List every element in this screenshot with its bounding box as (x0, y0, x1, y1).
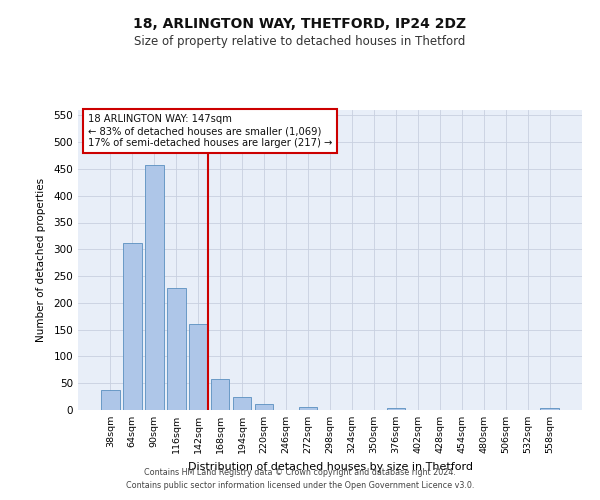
Text: Contains HM Land Registry data © Crown copyright and database right 2024.: Contains HM Land Registry data © Crown c… (144, 468, 456, 477)
Bar (233, 396, 251, 410)
Bar (123, 244, 142, 410)
Bar (189, 324, 208, 410)
Text: Contains public sector information licensed under the Open Government Licence v3: Contains public sector information licen… (126, 480, 474, 490)
Text: Size of property relative to detached houses in Thetford: Size of property relative to detached ho… (134, 35, 466, 48)
Bar (211, 380, 229, 410)
Text: 18, ARLINGTON WAY, THETFORD, IP24 2DZ: 18, ARLINGTON WAY, THETFORD, IP24 2DZ (133, 18, 467, 32)
Bar (145, 165, 164, 410)
Text: 18 ARLINGTON WAY: 147sqm
← 83% of detached houses are smaller (1,069)
17% of sem: 18 ARLINGTON WAY: 147sqm ← 83% of detach… (88, 114, 332, 148)
Bar (101, 390, 119, 410)
Bar (255, 404, 274, 410)
X-axis label: Distribution of detached houses by size in Thetford: Distribution of detached houses by size … (187, 462, 473, 471)
Bar (167, 288, 185, 410)
Bar (299, 408, 317, 410)
Bar (386, 408, 405, 410)
Bar (541, 408, 559, 410)
Y-axis label: Number of detached properties: Number of detached properties (37, 178, 46, 342)
